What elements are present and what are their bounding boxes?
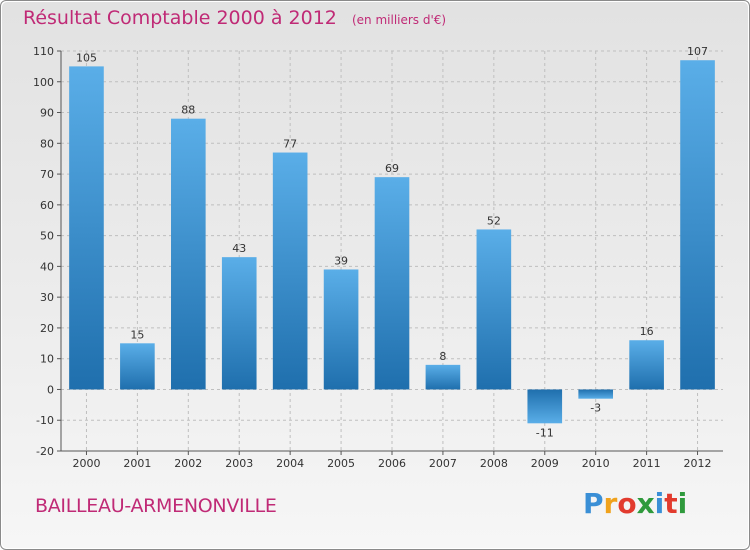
- y-tick-label: 100: [33, 76, 54, 89]
- bar-2002: [170, 118, 206, 390]
- data-label-2006: 69: [385, 162, 399, 175]
- chart-title: Résultat Comptable 2000 à 2012 (en milli…: [23, 7, 446, 29]
- x-tick-label: 2003: [225, 457, 253, 470]
- bar-2012: [680, 60, 715, 390]
- x-tick-label: 2007: [429, 457, 457, 470]
- proxiti-logo[interactable]: Proxiti: [583, 487, 687, 520]
- data-label-2000: 105: [76, 51, 97, 64]
- y-tick-label: 40: [40, 260, 54, 273]
- x-tick-label: 2004: [276, 457, 304, 470]
- bar-2005: [323, 269, 359, 390]
- y-tick-label: 0: [47, 383, 54, 396]
- y-tick-label: 110: [33, 45, 54, 58]
- logo-letter: t: [664, 487, 678, 520]
- y-tick-label: 70: [40, 168, 54, 181]
- bar-2007: [425, 364, 461, 390]
- logo-letter: x: [636, 487, 655, 520]
- x-tick-label: 2010: [582, 457, 610, 470]
- data-label-2010: -3: [590, 402, 601, 415]
- logo-letter: i: [654, 487, 665, 520]
- data-label-2002: 88: [181, 104, 195, 117]
- x-tick-label: 2005: [327, 457, 355, 470]
- bar-2003: [221, 257, 257, 390]
- x-tick-label: 2012: [684, 457, 712, 470]
- bar-2004: [272, 152, 308, 390]
- data-label-2001: 15: [130, 328, 144, 341]
- bar-2011: [629, 340, 664, 390]
- commune-name: BAILLEAU-ARMENONVILLE: [35, 495, 277, 517]
- data-label-2007: 8: [439, 350, 446, 363]
- y-tick-label: 90: [40, 107, 54, 120]
- x-tick-label: 2002: [174, 457, 202, 470]
- bar-2008: [476, 229, 512, 390]
- data-label-2008: 52: [487, 214, 501, 227]
- x-tick-label: 2008: [480, 457, 508, 470]
- data-label-2004: 77: [283, 138, 297, 151]
- logo-letter: P: [583, 487, 604, 520]
- bar-2010: [578, 389, 614, 399]
- logo-letter: r: [603, 487, 618, 520]
- x-tick-label: 2006: [378, 457, 406, 470]
- y-tick-label: -10: [36, 414, 54, 427]
- x-tick-label: 2000: [72, 457, 100, 470]
- bar-2006: [374, 177, 410, 390]
- bar-layer: [69, 60, 715, 424]
- chart-title-main: Résultat Comptable 2000 à 2012: [23, 7, 337, 29]
- bar-2009: [527, 389, 563, 424]
- data-label-2012: 107: [687, 45, 708, 58]
- y-tick-label: 60: [40, 199, 54, 212]
- logo-letter: i: [677, 487, 688, 520]
- y-tick-label: 10: [40, 353, 54, 366]
- x-tick-label: 2011: [633, 457, 661, 470]
- y-tick-label: 30: [40, 291, 54, 304]
- data-label-2009: -11: [536, 426, 554, 439]
- data-label-2005: 39: [334, 254, 348, 267]
- x-tick-label: 2009: [531, 457, 559, 470]
- bar-2001: [120, 343, 155, 390]
- axis-layer: -20 -10 0 10 20 30 40 50 60 70 80 90 100 110 2000 2001 2…: [33, 45, 723, 470]
- y-tick-label: 50: [40, 230, 54, 243]
- data-label-2003: 43: [232, 242, 246, 255]
- y-tick-label: 20: [40, 322, 54, 335]
- logo-letter: o: [617, 487, 637, 520]
- bar-2000: [69, 66, 104, 390]
- y-tick-label: -20: [36, 445, 54, 458]
- y-tick-label: 80: [40, 137, 54, 150]
- data-label-2011: 16: [640, 325, 654, 338]
- chart-title-unit: (en milliers d'€): [351, 13, 447, 27]
- x-tick-label: 2001: [123, 457, 151, 470]
- label-layer: 105 15 88 43 77 39 69 8 52 -11 -3 16 107: [76, 45, 708, 439]
